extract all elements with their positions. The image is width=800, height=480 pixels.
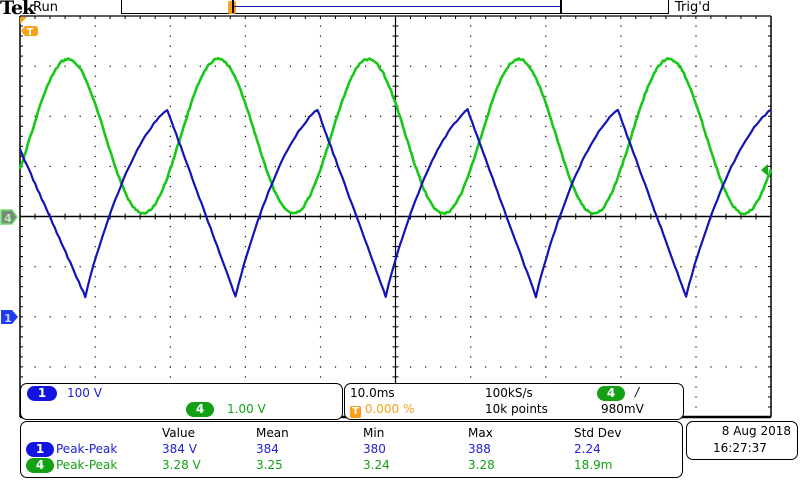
header-max: Max bbox=[468, 426, 493, 440]
time-per-div[interactable]: 10.0ms bbox=[350, 386, 395, 400]
measurement-min: 380 bbox=[363, 442, 386, 456]
measurement-mean: 384 bbox=[256, 442, 279, 456]
trigger-source-badge[interactable]: 4 bbox=[597, 386, 625, 401]
measurement-std-dev: 2.24 bbox=[574, 442, 601, 456]
measurement-value: 384 V bbox=[162, 442, 197, 456]
measurement-std-dev: 18.9m bbox=[574, 458, 612, 472]
trigger-position-badge: T bbox=[350, 406, 361, 418]
waveform-display[interactable]: T 4 1 bbox=[0, 0, 800, 420]
trigger-level-icon bbox=[761, 164, 768, 176]
sample-rate: 100kS/s bbox=[485, 386, 533, 400]
date: 8 Aug 2018 bbox=[722, 424, 791, 438]
measurement-max: 388 bbox=[468, 442, 491, 456]
record-length: 10k points bbox=[485, 402, 548, 416]
datetime-panel: 8 Aug 2018 16:27:37 bbox=[686, 421, 798, 460]
graticule bbox=[20, 16, 772, 418]
measurement-max: 3.28 bbox=[468, 458, 495, 472]
svg-text:T: T bbox=[27, 27, 34, 38]
measurement-name: Peak-Peak bbox=[56, 458, 117, 472]
ch1-badge[interactable]: 1 bbox=[27, 386, 57, 401]
measurement-mean: 3.25 bbox=[256, 458, 283, 472]
header-min: Min bbox=[363, 426, 384, 440]
trigger-position-value[interactable]: 0.000 % bbox=[365, 402, 415, 416]
ch1-ground-marker[interactable]: 1 bbox=[1, 310, 18, 325]
trigger-position-icon[interactable]: T bbox=[20, 17, 38, 38]
ch4-scale[interactable]: 1.00 V bbox=[227, 402, 266, 416]
channel-scale-panel: 1 100 V 4 1.00 V bbox=[20, 383, 343, 420]
header-std-dev: Std Dev bbox=[574, 426, 621, 440]
header-value: Value bbox=[162, 426, 195, 440]
ch1-scale[interactable]: 100 V bbox=[67, 386, 102, 400]
trigger-level[interactable]: 980mV bbox=[601, 402, 644, 416]
trigger-slope-icon[interactable]: / bbox=[635, 385, 639, 399]
header-mean: Mean bbox=[256, 426, 289, 440]
svg-text:4: 4 bbox=[4, 212, 12, 225]
measurement-name: Peak-Peak bbox=[56, 442, 117, 456]
ch4-badge[interactable]: 4 bbox=[186, 402, 214, 417]
ch4-badge: 4 bbox=[26, 458, 54, 473]
time: 16:27:37 bbox=[713, 441, 767, 455]
ch1-badge: 1 bbox=[26, 442, 54, 457]
ch4-ground-marker[interactable]: 4 bbox=[1, 210, 17, 225]
measurements-panel: Value Mean Min Max Std Dev 1 Peak-Peak 3… bbox=[20, 421, 683, 478]
timebase-panel: 10.0ms T 0.000 % 100kS/s 10k points 4 / … bbox=[344, 383, 684, 420]
measurement-value: 3.28 V bbox=[162, 458, 201, 472]
measurement-min: 3.24 bbox=[363, 458, 390, 472]
svg-text:1: 1 bbox=[4, 312, 12, 325]
